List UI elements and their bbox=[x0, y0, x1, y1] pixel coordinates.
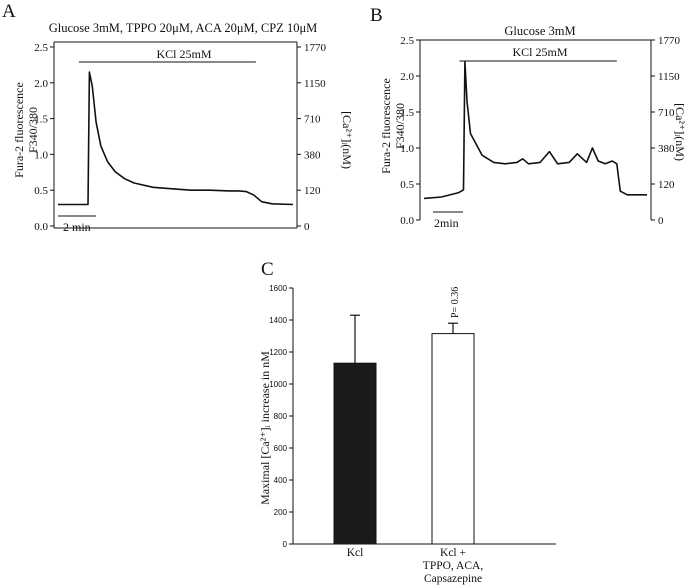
panel-a-y-ticks: 0.0 0.5 1.0 1.5 2.0 2.5 bbox=[34, 42, 54, 233]
y-tick-label: 200 bbox=[274, 508, 288, 517]
panel-b-ylabel-line2: F340/380 bbox=[393, 103, 407, 149]
panel-b-y2label: [Ca²⁺]ᵢ(nM) bbox=[673, 103, 687, 161]
y-tick-label: 1400 bbox=[269, 316, 287, 325]
y-tick-label: 800 bbox=[274, 412, 288, 421]
y-tick-label: 2.5 bbox=[34, 42, 48, 54]
y-tick-label: 0.0 bbox=[34, 221, 48, 233]
panel-a-condition: Glucose 3mM, TPPO 20μM, ACA 20μM, CPZ 10… bbox=[49, 21, 318, 35]
y2-tick-label: 120 bbox=[304, 185, 321, 197]
category-label: Kcl bbox=[347, 547, 364, 559]
y-tick-label: 1.0 bbox=[400, 143, 414, 155]
y-tick-label: 1600 bbox=[269, 284, 287, 293]
bar bbox=[333, 362, 377, 545]
panel-c-x-labels: Kcl Kcl +TPPO, ACA,Capsazepine bbox=[347, 547, 484, 585]
panel-b-condition: Glucose 3mM bbox=[504, 24, 575, 38]
panel-c-ylabel: Maximal [Ca²⁺]ᵢ increase in nM bbox=[258, 351, 272, 505]
y-tick-label: 400 bbox=[274, 476, 288, 485]
category-label: TPPO, ACA, bbox=[423, 560, 484, 572]
panel-a-stimulus-label: KCl 25mM bbox=[156, 47, 211, 61]
panel-b-letter: B bbox=[370, 5, 383, 26]
panel-b-scalebar-label: 2min bbox=[434, 216, 459, 230]
panel-b-stimulus-label: KCl 25mM bbox=[512, 45, 567, 59]
y2-tick-label: 0 bbox=[304, 221, 310, 233]
y-tick-label: 1.5 bbox=[34, 114, 48, 126]
y2-tick-label: 120 bbox=[658, 179, 675, 191]
y-tick-label: 0 bbox=[283, 540, 288, 549]
y-tick-label: 2.0 bbox=[34, 78, 48, 90]
bar bbox=[431, 333, 475, 545]
panel-a-ylabel-line1: Fura-2 fluorescence bbox=[12, 82, 26, 178]
y2-tick-label: 1770 bbox=[304, 42, 327, 54]
panel-c-p-value: P= 0.36 bbox=[450, 287, 461, 318]
category-label: Capsazepine bbox=[424, 573, 482, 585]
panel-b-ylabel-line1: Fura-2 fluorescence bbox=[379, 78, 393, 174]
y2-tick-label: 1770 bbox=[658, 35, 681, 47]
y-tick-label: 600 bbox=[274, 444, 288, 453]
panel-a-ylabel-line2: F340/380 bbox=[26, 107, 40, 153]
panel-c-bars bbox=[333, 314, 475, 545]
y2-tick-label: 380 bbox=[304, 149, 321, 161]
panel-c-letter: C bbox=[261, 259, 274, 280]
y-tick-label: 0.0 bbox=[400, 215, 414, 227]
panel-b-y-ticks: 0.0 0.5 1.0 1.5 2.0 2.5 bbox=[400, 35, 420, 227]
y-tick-label: 2.5 bbox=[400, 35, 414, 47]
y2-tick-label: 380 bbox=[658, 143, 675, 155]
y2-tick-label: 1150 bbox=[658, 71, 680, 83]
y2-tick-label: 0 bbox=[658, 215, 664, 227]
panel-b-y2-ticks: 0 120 380 710 1150 1770 bbox=[651, 35, 681, 227]
panel-c: C 0 200 400 600 800 1000 1200 1400 1600 Maximal … bbox=[258, 259, 556, 585]
y2-tick-label: 1150 bbox=[304, 78, 326, 90]
panel-b-trace bbox=[423, 60, 647, 200]
y-tick-label: 1200 bbox=[269, 348, 287, 357]
y-tick-label: 0.5 bbox=[400, 179, 414, 191]
y2-tick-label: 710 bbox=[304, 114, 321, 126]
panel-a: A Glucose 3mM, TPPO 20μM, ACA 20μM, CPZ … bbox=[2, 1, 354, 234]
panel-c-y-ticks: 0 200 400 600 800 1000 1200 1400 1600 bbox=[269, 284, 293, 549]
category-label: Kcl + bbox=[440, 547, 466, 559]
y-tick-label: 1.5 bbox=[400, 107, 414, 119]
y-tick-label: 1.0 bbox=[34, 149, 48, 161]
panel-a-trace bbox=[58, 71, 294, 206]
panel-a-y2label: [Ca²⁺]ᵢ(nM) bbox=[340, 111, 354, 169]
panel-a-scalebar-label: 2 min bbox=[63, 220, 91, 234]
y-tick-label: 0.5 bbox=[34, 185, 48, 197]
y2-tick-label: 710 bbox=[658, 107, 675, 119]
y-tick-label: 2.0 bbox=[400, 71, 414, 83]
panel-a-y2-ticks: 0 120 380 710 1150 1770 bbox=[297, 42, 327, 233]
y-tick-label: 1000 bbox=[269, 380, 287, 389]
panel-a-letter: A bbox=[2, 1, 16, 22]
panel-b: B Glucose 3mM KCl 25mM 0.0 0.5 1.0 1.5 2.0 2.… bbox=[370, 5, 687, 230]
